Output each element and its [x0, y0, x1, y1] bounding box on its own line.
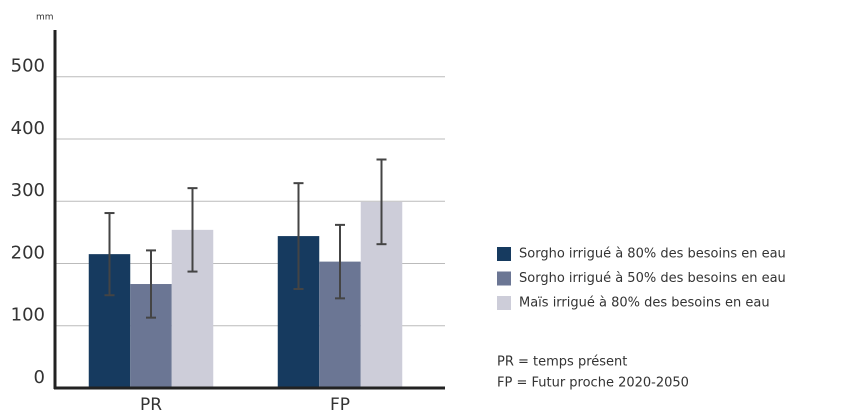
legend-label: Maïs irrigué à 80% des besoins en eau	[519, 296, 770, 311]
legend-swatch	[497, 271, 511, 286]
y-tick-label: 100	[11, 305, 45, 326]
note: PR = temps présent	[497, 355, 627, 370]
legend-swatch	[497, 247, 511, 261]
error-bar	[104, 212, 115, 297]
y-tick-label: 300	[11, 180, 45, 201]
legend-label: Sorgho irrigué à 50% des besoins en eau	[519, 271, 786, 286]
error-bar	[376, 158, 387, 246]
legend-label: Sorgho irrigué à 80% des besoins en eau	[519, 247, 786, 262]
error-bar	[187, 187, 198, 273]
x-tick-label: PR	[140, 395, 162, 414]
unit-label: mm	[36, 13, 54, 23]
legend-swatch	[497, 296, 511, 310]
y-tick-label: 400	[11, 118, 45, 139]
x-tick-label: FP	[330, 395, 350, 414]
note: FP = Futur proche 2020-2050	[497, 376, 689, 391]
error-bar	[335, 223, 345, 300]
error-bar	[146, 249, 156, 319]
y-tick-label: 200	[11, 242, 45, 263]
y-tick-label: 500	[11, 56, 45, 77]
y-tick-label: 0	[34, 367, 45, 388]
error-bar	[293, 182, 304, 291]
